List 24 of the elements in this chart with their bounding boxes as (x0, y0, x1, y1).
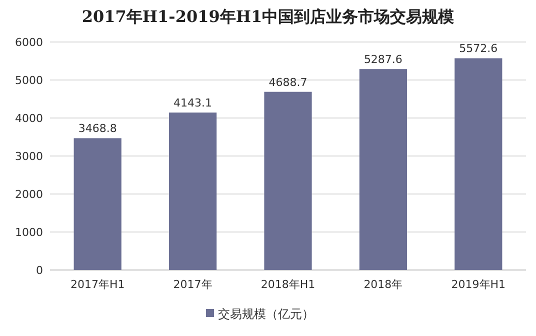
x-tick-label: 2017年H1 (70, 278, 125, 291)
chart-title: 2017年H1-2019年H1中国到店业务市场交易规模 (82, 7, 454, 26)
x-tick-label: 2017年 (173, 278, 212, 291)
data-label: 5572.6 (459, 42, 498, 56)
x-tick-label: 2019年H1 (451, 278, 506, 291)
data-label: 4688.7 (268, 76, 308, 89)
bar (454, 58, 502, 270)
data-label: 4143.1 (174, 96, 212, 110)
bar (74, 138, 122, 270)
y-tick-label: 5000 (15, 74, 43, 87)
legend-label: 交易规模（亿元） (218, 307, 314, 321)
y-tick-label: 3000 (15, 150, 43, 163)
x-tick-label: 2018年 (364, 278, 403, 291)
y-tick-label: 4000 (15, 112, 43, 125)
data-label: 5287.6 (364, 53, 402, 66)
y-tick-label: 2000 (15, 188, 43, 201)
y-tick-label: 6000 (15, 36, 43, 49)
y-tick-label: 0 (36, 264, 43, 277)
bar (359, 69, 407, 270)
bar (264, 92, 312, 270)
y-tick-label: 1000 (15, 226, 43, 239)
bar (169, 112, 217, 270)
data-label: 3468.8 (78, 122, 117, 136)
x-tick-label: 2018年H1 (260, 278, 316, 291)
